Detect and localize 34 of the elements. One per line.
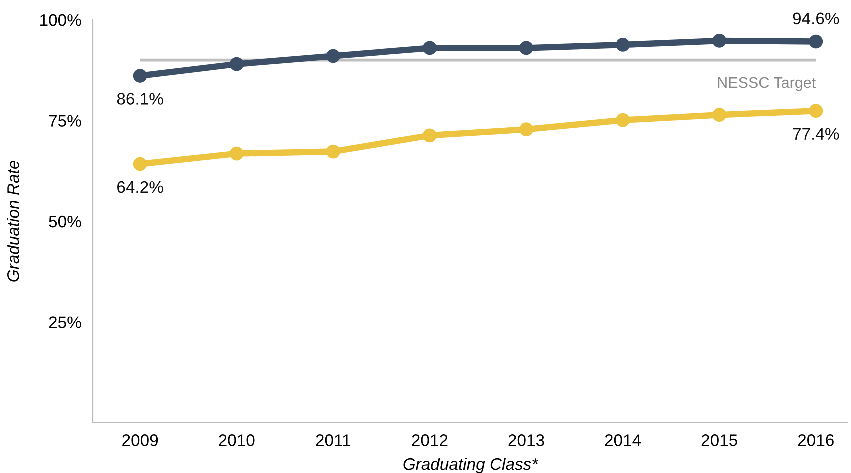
y-axis-title: Graduation Rate (7, 160, 20, 282)
data-label: 64.2% (118, 181, 164, 194)
point (712, 108, 727, 122)
x-tick-label: 2016 (798, 434, 834, 446)
point (133, 69, 148, 83)
x-tick-label: 2014 (605, 434, 642, 446)
y-tick-label: 100% (40, 14, 82, 26)
x-tick-label: 2012 (412, 434, 448, 446)
point (423, 128, 437, 143)
point (230, 146, 244, 161)
point (230, 57, 244, 72)
x-tick-label: 2009 (122, 434, 158, 446)
y-tick-label: 25% (49, 316, 82, 328)
data-label: 86.1% (117, 93, 164, 105)
point (809, 34, 824, 49)
x-tick-label: 2010 (219, 434, 255, 446)
point (520, 122, 534, 137)
point (809, 104, 824, 118)
x-tick-label: 2015 (702, 434, 738, 446)
ref-line-label: NESSC Target (718, 77, 816, 92)
data-label: 77.4% (793, 128, 840, 140)
point (326, 144, 340, 159)
x-tick-label: 2013 (508, 434, 544, 446)
y-tick-label: 75% (49, 115, 82, 127)
point (616, 38, 630, 52)
x-tick-label: 2011 (316, 434, 351, 446)
point (423, 41, 437, 56)
point (326, 49, 340, 64)
point (616, 113, 630, 128)
point (712, 34, 727, 48)
point (520, 41, 534, 56)
data-label: 94.6% (793, 12, 840, 25)
point (133, 157, 148, 172)
y-tick-label: 50% (49, 216, 82, 228)
